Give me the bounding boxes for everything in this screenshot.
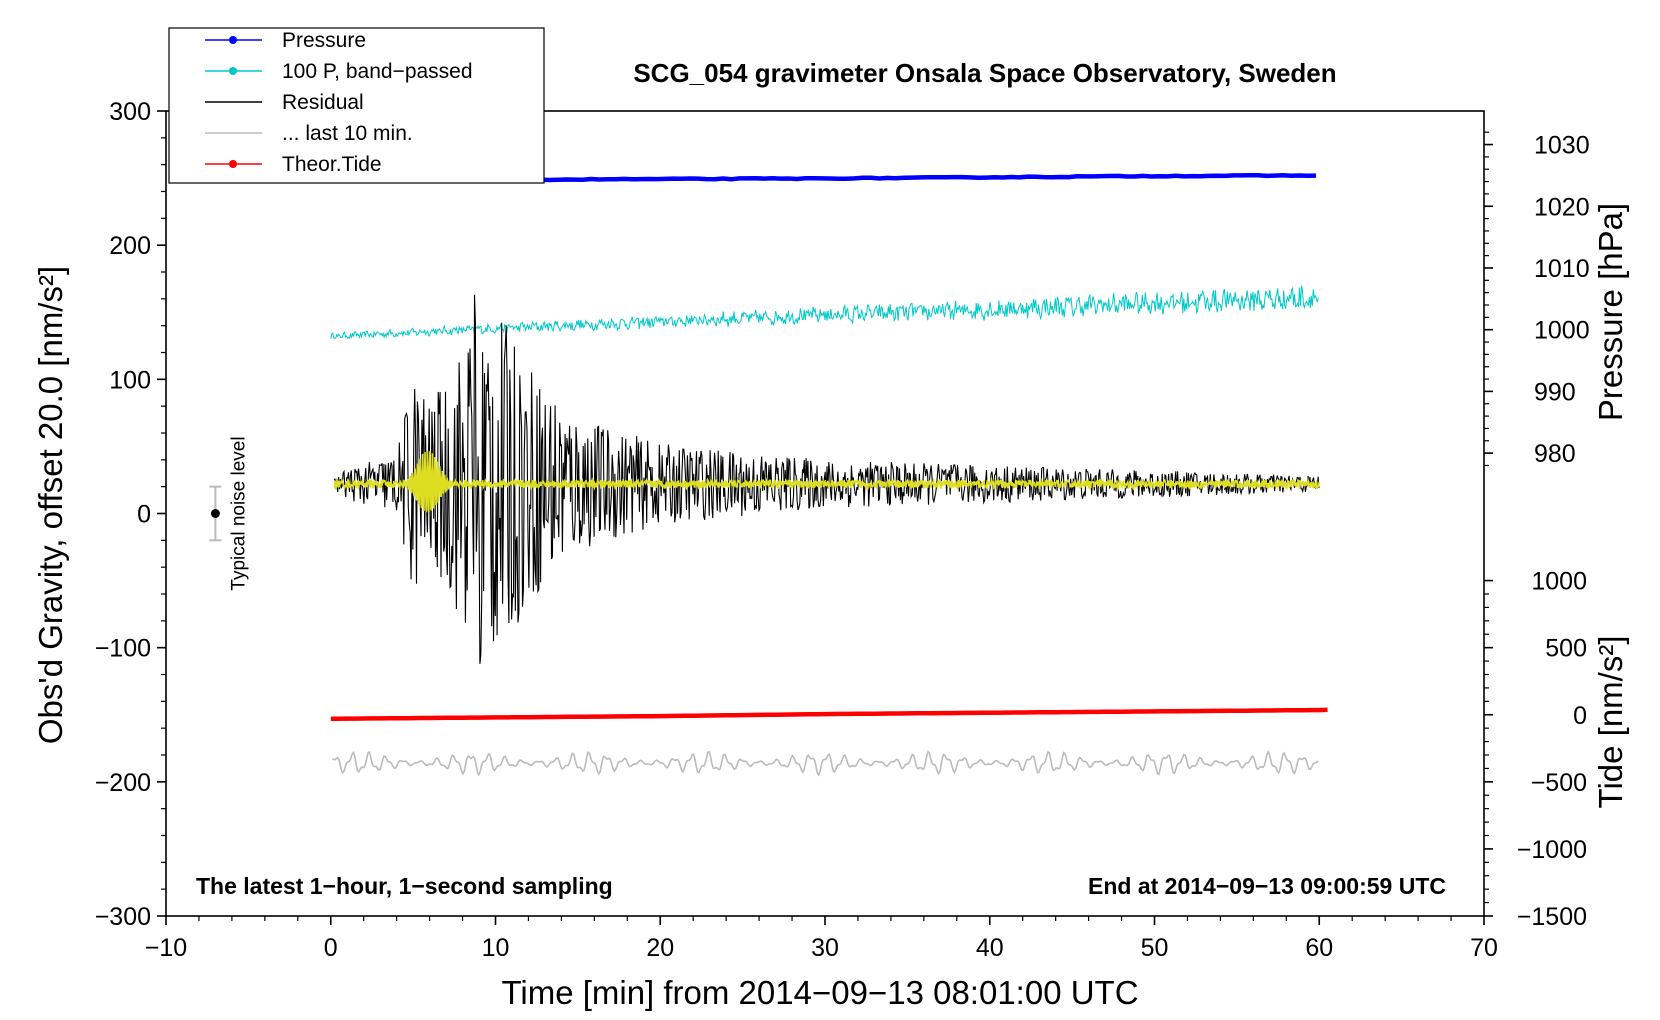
legend-label: Pressure bbox=[282, 29, 366, 52]
x-tick-label: 20 bbox=[646, 934, 674, 962]
tide-tick-label: −1000 bbox=[1517, 836, 1587, 864]
pressure-tick-label: 1000 bbox=[1534, 317, 1590, 345]
y-tick-label: 200 bbox=[109, 232, 151, 260]
tide-tick-label: −500 bbox=[1531, 769, 1587, 797]
legend-label: Theor.Tide bbox=[282, 153, 382, 176]
plot-frame bbox=[165, 110, 1485, 917]
x-tick-label: 40 bbox=[976, 934, 1004, 962]
noise-level-label: Typical noise level bbox=[228, 436, 249, 590]
legend-label: Residual bbox=[282, 91, 364, 114]
y-tick-label: −300 bbox=[95, 903, 151, 931]
tide-tick-label: 500 bbox=[1545, 635, 1587, 663]
pressure-tick-label: 1020 bbox=[1534, 193, 1590, 221]
x-tick-label: 30 bbox=[811, 934, 839, 962]
x-tick-label: 60 bbox=[1305, 934, 1333, 962]
chart-title: SCG_054 gravimeter Onsala Space Observat… bbox=[633, 58, 1336, 88]
y-tick-label: −200 bbox=[95, 769, 151, 797]
x-tick-label: 70 bbox=[1470, 934, 1498, 962]
theoretical-tide-line bbox=[330, 707, 1328, 722]
tide-tick-label: −1500 bbox=[1517, 903, 1587, 931]
x-axis-ticks: −10 0 10 20 30 40 50 60 70 bbox=[145, 916, 1498, 962]
y-tick-label: 100 bbox=[109, 366, 151, 394]
legend-marker bbox=[229, 36, 237, 44]
pressure-axis-title: Pressure [hPa] bbox=[1592, 203, 1629, 421]
x-tick-label: 0 bbox=[324, 934, 338, 962]
tide-tick-label: 1000 bbox=[1531, 568, 1587, 596]
sampling-note: The latest 1−hour, 1−second sampling bbox=[196, 873, 613, 899]
end-time-note: End at 2014−09−13 09:00:59 UTC bbox=[1088, 873, 1446, 899]
legend-marker bbox=[229, 67, 237, 75]
residual-line bbox=[333, 294, 1320, 664]
filtered-residual-line bbox=[333, 450, 1320, 513]
pressure-tick-label: 1030 bbox=[1534, 132, 1590, 160]
y-tick-label: 0 bbox=[137, 501, 151, 529]
y-tick-label: 300 bbox=[109, 98, 151, 126]
pressure-tick-label: 980 bbox=[1534, 440, 1576, 468]
noise-level-indicator: Typical noise level bbox=[209, 436, 249, 591]
legend: Pressure 100 P, band−passed Residual ... la… bbox=[168, 27, 545, 184]
pressure-tick-label: 990 bbox=[1534, 378, 1576, 406]
tide-axis-title: Tide [nm/s²] bbox=[1592, 636, 1629, 809]
band-passed-pressure-line bbox=[330, 285, 1319, 340]
series-layer bbox=[330, 172, 1328, 777]
x-axis-title: Time [min] from 2014−09−13 08:01:00 UTC bbox=[501, 974, 1138, 1011]
x-tick-label: 10 bbox=[482, 934, 510, 962]
noise-dot bbox=[210, 509, 220, 518]
x-tick-label: −10 bbox=[145, 934, 187, 962]
legend-label: ... last 10 min. bbox=[282, 122, 413, 145]
legend-label: 100 P, band−passed bbox=[282, 60, 473, 83]
x-tick-label: 50 bbox=[1141, 934, 1169, 962]
tide-axis-ticks: 1000 500 0 −500 −1000 −1500 bbox=[1484, 568, 1587, 931]
y-tick-label: −100 bbox=[95, 635, 151, 663]
y-left-axis-ticks: 300 200 100 0 −100 −200 −300 bbox=[95, 98, 166, 931]
legend-box bbox=[168, 27, 545, 184]
y-left-axis-title: Obs'd Gravity, offset 20.0 [nm/s²] bbox=[32, 266, 69, 744]
pressure-axis-ticks: 980 990 1000 1010 1020 1030 bbox=[1484, 132, 1590, 468]
pressure-tick-label: 1010 bbox=[1534, 255, 1590, 283]
tide-tick-label: 0 bbox=[1573, 702, 1587, 730]
legend-marker bbox=[229, 160, 237, 168]
last-10-min-line bbox=[332, 750, 1319, 777]
